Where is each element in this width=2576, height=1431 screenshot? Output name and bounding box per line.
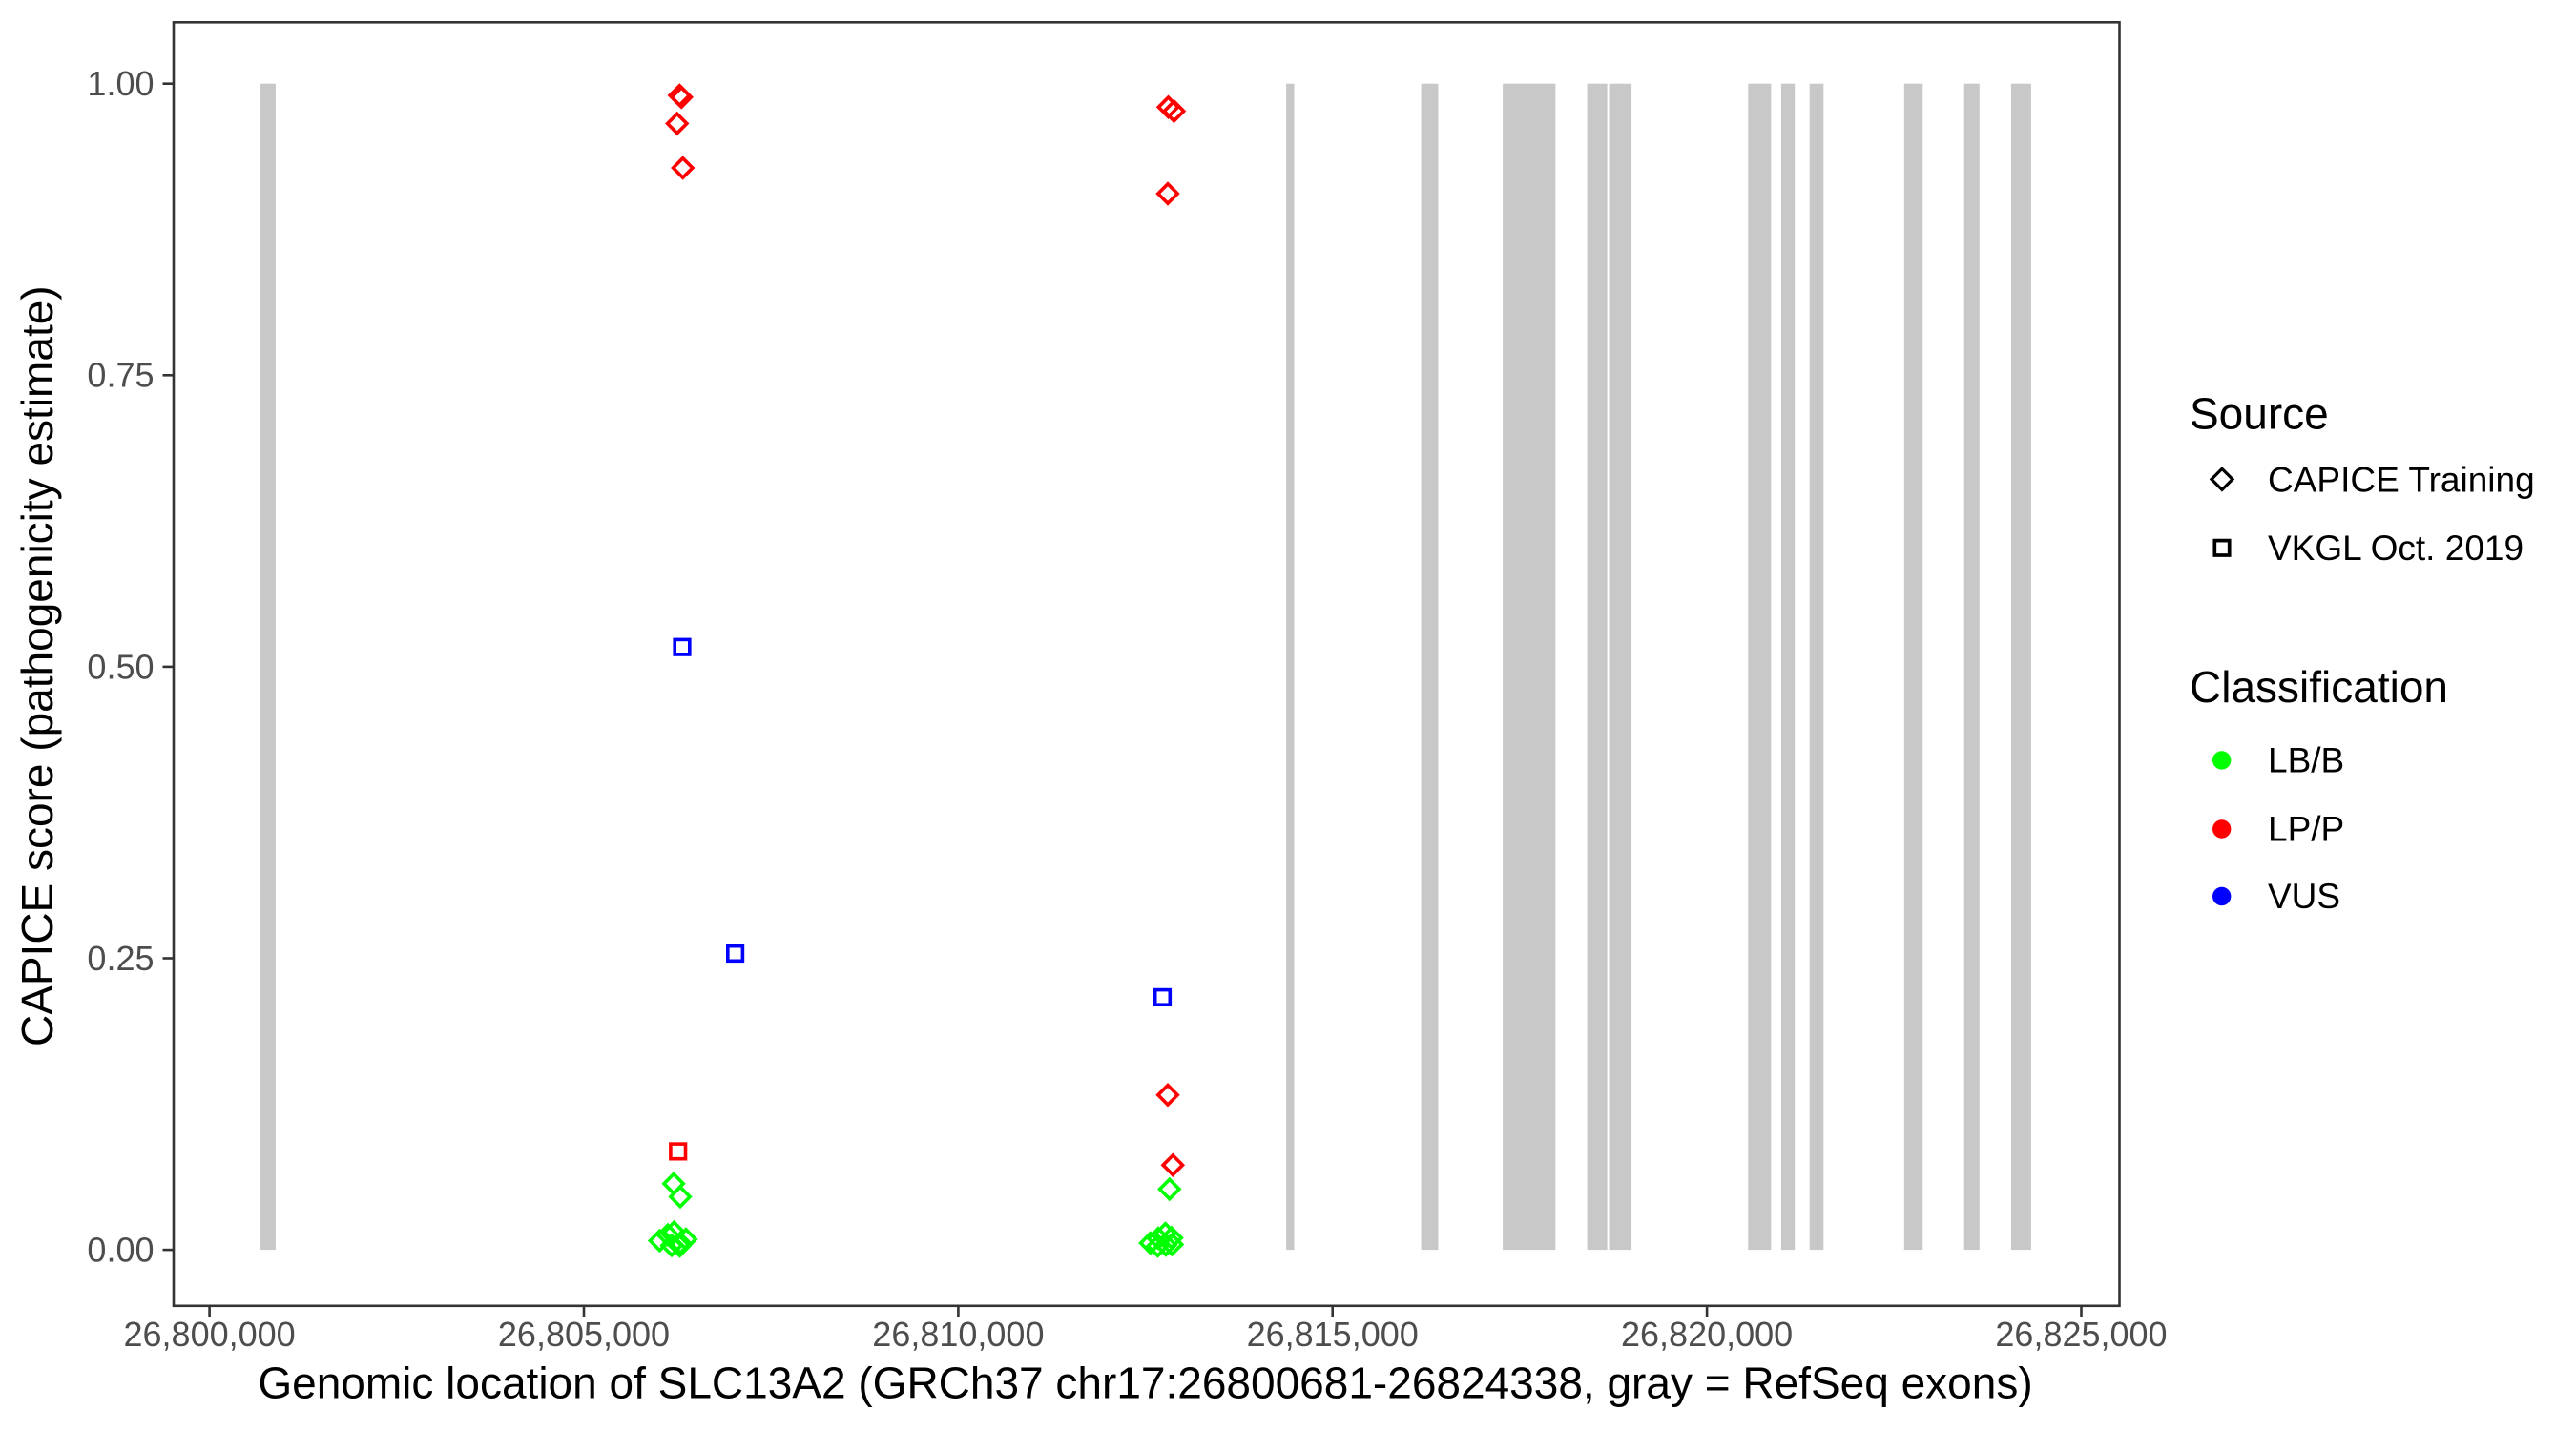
svg-text:26,805,000: 26,805,000 xyxy=(498,1315,670,1354)
svg-text:VUS: VUS xyxy=(2268,877,2340,916)
svg-text:Classification: Classification xyxy=(2190,662,2448,712)
svg-text:0.50: 0.50 xyxy=(87,647,154,686)
svg-text:LP/P: LP/P xyxy=(2268,810,2344,849)
svg-text:VKGL Oct. 2019: VKGL Oct. 2019 xyxy=(2268,529,2524,568)
svg-text:LB/B: LB/B xyxy=(2268,741,2344,780)
svg-text:CAPICE Training: CAPICE Training xyxy=(2268,460,2535,499)
svg-text:CAPICE score (pathogenicity es: CAPICE score (pathogenicity estimate) xyxy=(12,285,62,1047)
svg-text:0.75: 0.75 xyxy=(87,356,154,395)
svg-text:26,815,000: 26,815,000 xyxy=(1247,1315,1419,1354)
svg-text:Source: Source xyxy=(2190,389,2329,439)
svg-text:26,810,000: 26,810,000 xyxy=(872,1315,1044,1354)
svg-text:0.25: 0.25 xyxy=(87,939,154,978)
svg-text:26,825,000: 26,825,000 xyxy=(1995,1315,2167,1354)
svg-text:26,820,000: 26,820,000 xyxy=(1621,1315,1793,1354)
svg-text:26,800,000: 26,800,000 xyxy=(124,1315,296,1354)
svg-text:Genomic location of SLC13A2 (G: Genomic location of SLC13A2 (GRCh37 chr1… xyxy=(258,1358,2032,1408)
svg-text:0.00: 0.00 xyxy=(87,1231,154,1270)
svg-text:1.00: 1.00 xyxy=(87,64,154,103)
